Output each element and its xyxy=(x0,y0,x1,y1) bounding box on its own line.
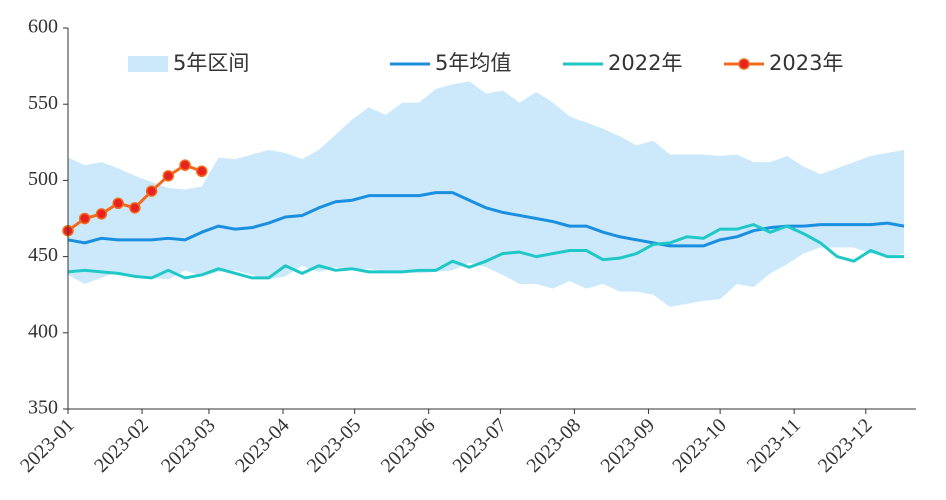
x-tick-label: 2023-02 xyxy=(90,414,153,477)
y-tick-label: 400 xyxy=(28,320,58,342)
data-point xyxy=(112,197,124,210)
data-point xyxy=(145,185,158,197)
x-tick-label: 2023-08 xyxy=(522,414,585,477)
data-point xyxy=(179,159,191,171)
legend-marker xyxy=(738,58,750,70)
x-tick-label: 2023-10 xyxy=(668,414,731,477)
legend-label: 5年区间 xyxy=(173,51,249,75)
x-tick-label: 2023-11 xyxy=(743,414,805,476)
x-tick-label: 2023-01 xyxy=(16,414,79,477)
series-line xyxy=(67,223,905,280)
x-tick-label: 2023-03 xyxy=(157,414,220,477)
range-band xyxy=(68,81,905,307)
x-tick-label: 2023-04 xyxy=(231,414,294,477)
legend-label: 2022年 xyxy=(608,51,682,75)
y-tick-label: 500 xyxy=(28,168,58,190)
y-tick-label: 450 xyxy=(28,244,58,266)
x-tick-label: 2023-06 xyxy=(377,414,440,477)
data-point xyxy=(129,202,141,214)
x-tick-label: 2023-12 xyxy=(814,414,877,477)
data-point xyxy=(162,170,175,182)
data-point xyxy=(196,165,208,178)
y-tick-label: 600 xyxy=(28,16,58,38)
legend-swatch xyxy=(128,56,168,72)
x-tick-label: 2023-07 xyxy=(448,414,511,477)
y-tick-label: 350 xyxy=(28,397,58,419)
legend-label: 2023年 xyxy=(769,51,843,75)
data-point xyxy=(78,212,91,225)
x-tick-label: 2023-05 xyxy=(303,414,366,477)
legend-label: 5年均值 xyxy=(435,51,511,75)
y-tick-label: 550 xyxy=(28,92,58,114)
data-point xyxy=(95,208,108,220)
x-tick-label: 2023-09 xyxy=(597,414,660,477)
